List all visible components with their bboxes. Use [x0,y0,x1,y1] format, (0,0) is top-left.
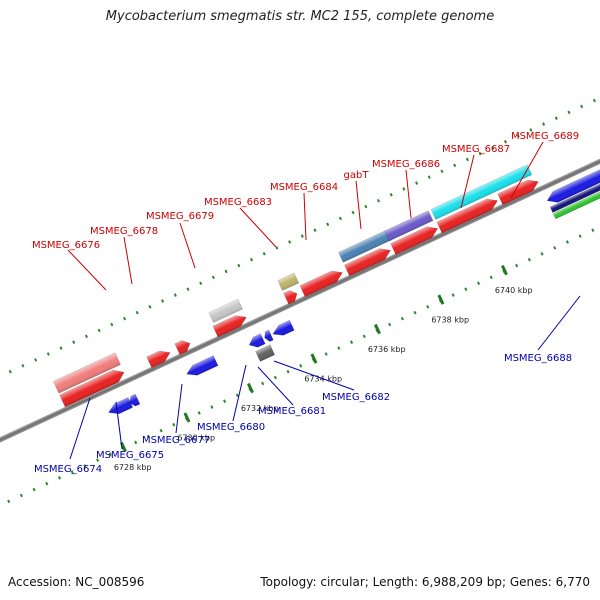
track-group [0,70,600,533]
label-msmeg-6681-leader [257,366,294,406]
accession-text: Accession: NC_008596 [8,575,145,589]
genome-summary-text: Topology: circular; Length: 6,988,209 bp… [260,575,590,589]
label-msmeg-6678-label: MSMEG_6678 [90,226,158,237]
label-msmeg-6679-leader [179,222,196,269]
gene-msmeg-6688-shine [547,164,600,203]
label-msmeg-6677-leader [175,383,183,434]
gene-msmeg-6680-rna-shine [255,344,275,362]
scale-major-tick [246,382,254,394]
gene-msmeg-6681-shine [264,329,274,342]
gene-msmeg-6677-shine [186,355,219,376]
scale-major-tick [373,323,381,335]
label-msmeg-6686-label: MSMEG_6686 [372,159,440,170]
gene-msmeg-6676-shine [146,350,171,368]
gene-msmeg-6688-b-shine [550,175,600,213]
scale-tick-label: 6728 kbp [114,463,152,472]
label-msmeg-6674-label: MSMEG_6674 [34,464,102,475]
scale-major-tick [310,353,318,364]
scale-tick-label: 6740 kbp [495,286,533,295]
label-gabt-label: gabT [344,170,370,181]
scale-major-tick [500,264,508,276]
map-title: Mycobacterium smegmatis str. MC2 155, co… [105,9,495,24]
label-msmeg-6684-label: MSMEG_6684 [270,182,338,193]
gene-msmeg-6688-c-shine [553,182,600,219]
gene-msmeg-6683-box-shine [277,272,299,291]
scale-tick-label: 6732 kbp [241,404,279,413]
label-msmeg-6688-leader [537,295,581,351]
label-msmeg-6687-label: MSMEG_6687 [442,144,510,155]
label-msmeg-6680-leader [232,364,247,422]
label-msmeg-6683-label: MSMEG_6683 [204,197,272,208]
label-msmeg-6674-leader [69,397,91,460]
label-msmeg-6689-leader [510,141,544,199]
scale-tick-label: 6730 kbp [177,434,215,443]
gene-msmeg-6689-shine [497,180,539,205]
gene-msmeg-6678-shine [174,340,191,355]
label-msmeg-6688-label: MSMEG_6688 [504,353,572,364]
label-msmeg-6677-label: MSMEG_6677 [142,435,210,446]
gene-msmeg-6675-shine [129,394,140,407]
gene-msmeg-6687-region-shine [431,164,532,220]
gene-msmeg-6674-shine [108,397,133,414]
scale-tick-label: 6736 kbp [368,345,406,354]
gene-msmeg-6679-shine [212,315,247,337]
gene-msmeg-6683-shine [283,290,298,305]
label-msmeg-6678-leader [123,236,133,285]
label-msmeg-6687-leader [460,154,475,209]
scale-major-tick [437,294,445,305]
label-msmeg-6681-label: MSMEG_6681 [258,406,326,417]
label-msmeg-6686-leader [405,169,412,219]
gene-msmeg-6679-rna-shine [208,299,243,323]
gene-msmeg-6687-shine [436,198,498,233]
gene-msmeg-6682-shine [272,320,295,336]
label-msmeg-6689-label: MSMEG_6689 [511,131,579,142]
scale-tick-label: 6738 kbp [431,316,469,325]
label-msmeg-6675-label: MSMEG_6675 [96,450,164,461]
gene-gabt-shine [344,248,391,276]
gene-msmeg-6684-shine [299,270,343,297]
gene-msmeg-6674-region-shine [59,370,125,407]
label-msmeg-6683-leader [239,207,277,248]
gene-msmeg-6686-shine [390,226,438,255]
label-msmeg-6676-leader [67,249,107,291]
gene-gabt-region-shine [338,230,392,263]
label-msmeg-6679-label: MSMEG_6679 [146,211,214,222]
label-msmeg-6680-label: MSMEG_6680 [197,422,265,433]
label-gabt-leader [355,180,362,230]
gene-msmeg-6686-region-shine [384,210,433,241]
label-msmeg-6682-leader [273,360,355,391]
gene-msmeg-6680-shine [249,333,266,348]
label-msmeg-6676-label: MSMEG_6676 [32,240,100,251]
scale-major-tick [183,412,191,423]
label-msmeg-6682-label: MSMEG_6682 [322,392,390,403]
genome-backbone [0,121,600,480]
label-msmeg-6675-leader [115,401,123,450]
label-msmeg-6684-leader [303,192,307,241]
gene-pseudo-pink-shine [53,352,121,394]
